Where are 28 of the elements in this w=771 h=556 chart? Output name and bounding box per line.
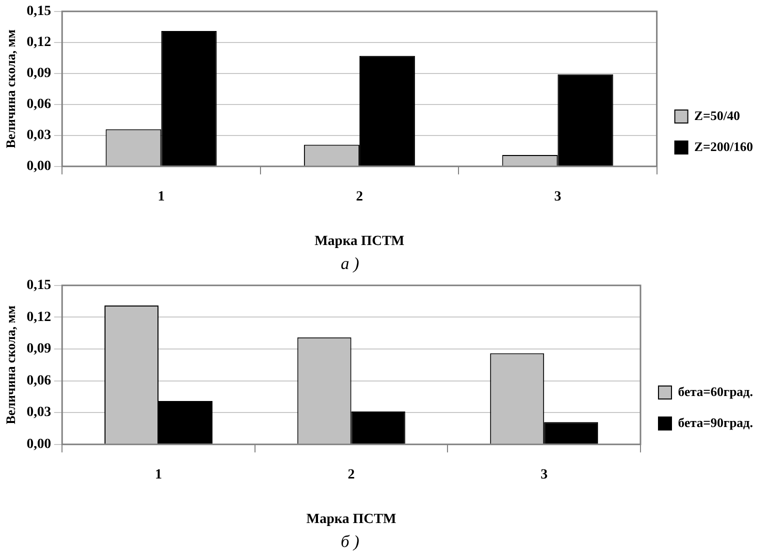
y-tick-label: 0,09 — [26, 342, 52, 357]
y-axis-title: Величина скола, мм — [3, 305, 18, 424]
x-tick-label: 3 — [554, 189, 562, 204]
y-axis-title: Величина скола, мм — [3, 29, 18, 148]
y-tick-label: 0,00 — [26, 437, 52, 452]
text: а ) — [340, 254, 360, 274]
legend-label: бета=90град. — [678, 414, 754, 430]
y-tick-label: 0,06 — [26, 97, 52, 112]
x-tick-label: 1 — [155, 467, 162, 482]
y-tick-label: 0,15 — [26, 278, 52, 294]
x-tick-label: 2 — [356, 189, 363, 204]
x-tick-label: 2 — [348, 467, 355, 482]
y-tick-label: 0,12 — [26, 35, 52, 50]
x-tick-label: 3 — [540, 467, 548, 482]
y-tick-label: 0,15 — [26, 4, 52, 20]
legend-label: Z=200/160 — [694, 138, 754, 154]
y-tick-label: 0,03 — [26, 128, 52, 144]
legend-label: бета=60град. — [678, 384, 754, 399]
y-tick-label: 0,12 — [26, 310, 52, 325]
y-tick-label: 0,00 — [26, 159, 52, 174]
x-axis-title: Марка ПСТМ — [306, 512, 396, 528]
text: б ) — [340, 532, 360, 552]
x-tick-label: 1 — [158, 189, 165, 204]
legend-label: Z=50/40 — [694, 108, 740, 123]
y-tick-label: 0,06 — [26, 373, 52, 388]
y-tick-label: 0,03 — [26, 405, 52, 420]
y-tick-label: 0,09 — [26, 66, 52, 82]
x-axis-title: Марка ПСТМ — [314, 234, 404, 250]
